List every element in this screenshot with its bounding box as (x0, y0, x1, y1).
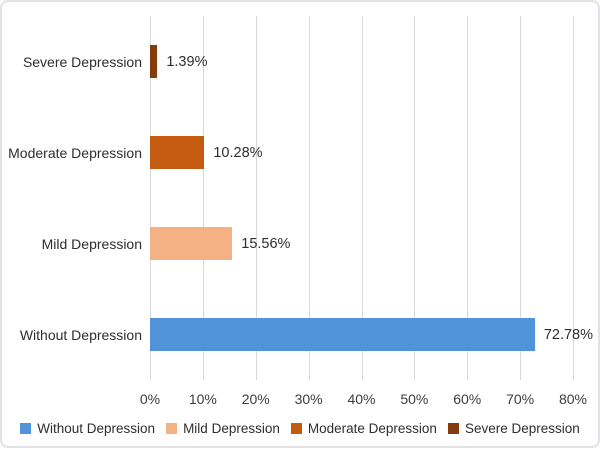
value-label-severe-depression: 1.39% (166, 53, 208, 70)
category-label-severe-depression: Severe Depression (22, 53, 142, 70)
legend-item-moderate-depression: Moderate Depression (290, 420, 437, 436)
gridline-4 (361, 16, 363, 380)
bar-severe-depression (150, 45, 158, 78)
legend-swatch-icon (20, 422, 32, 434)
x-tick-label-50-: 50% (400, 391, 429, 407)
value-label-mild-depression: 15.56% (241, 235, 291, 252)
value-label-without-depression: 72.78% (543, 326, 593, 343)
x-tick-label-10-: 10% (188, 391, 217, 407)
x-tick-label-20-: 20% (241, 391, 270, 407)
legend-swatch-icon (290, 422, 302, 434)
category-label-without-depression: Without Depression (19, 326, 142, 343)
bar-mild-depression (150, 227, 233, 260)
legend-swatch-icon (166, 422, 178, 434)
value-label-moderate-depression: 10.28% (213, 144, 263, 161)
x-tick-label-60-: 60% (453, 391, 482, 407)
legend-item-severe-depression: Severe Depression (447, 420, 580, 436)
legend-label: Severe Depression (464, 420, 580, 436)
gridline-0 (150, 16, 151, 380)
gridline-7 (520, 16, 522, 380)
gridline-6 (467, 16, 469, 380)
legend: Without Depression Mild Depression Moderat… (2, 416, 598, 440)
bar-moderate-depression (150, 136, 205, 169)
bar-without-depression (150, 318, 535, 351)
x-tick-label-0-: 0% (139, 391, 161, 407)
legend-item-without-depression: Without Depression (20, 421, 155, 436)
gridline-8 (573, 16, 574, 380)
gridline-3 (308, 16, 310, 380)
category-label-mild-depression: Mild Depression (41, 235, 142, 252)
category-label-moderate-depression: Moderate Depression (8, 144, 142, 161)
legend-swatch-icon (447, 422, 459, 434)
legend-item-mild-depression: Mild Depression (166, 421, 280, 436)
legend-label: Moderate Depression (307, 420, 437, 436)
gridline-5 (414, 16, 416, 380)
x-tick-label-40-: 40% (347, 391, 376, 407)
gridline-1 (202, 16, 204, 380)
legend-label: Without Depression (37, 420, 156, 436)
x-tick-label-80-: 80% (558, 391, 588, 407)
x-tick-label-30-: 30% (294, 391, 323, 407)
legend-label: Mild Depression (183, 420, 280, 436)
x-tick-label-70-: 70% (506, 391, 535, 407)
gridline-2 (255, 16, 257, 380)
